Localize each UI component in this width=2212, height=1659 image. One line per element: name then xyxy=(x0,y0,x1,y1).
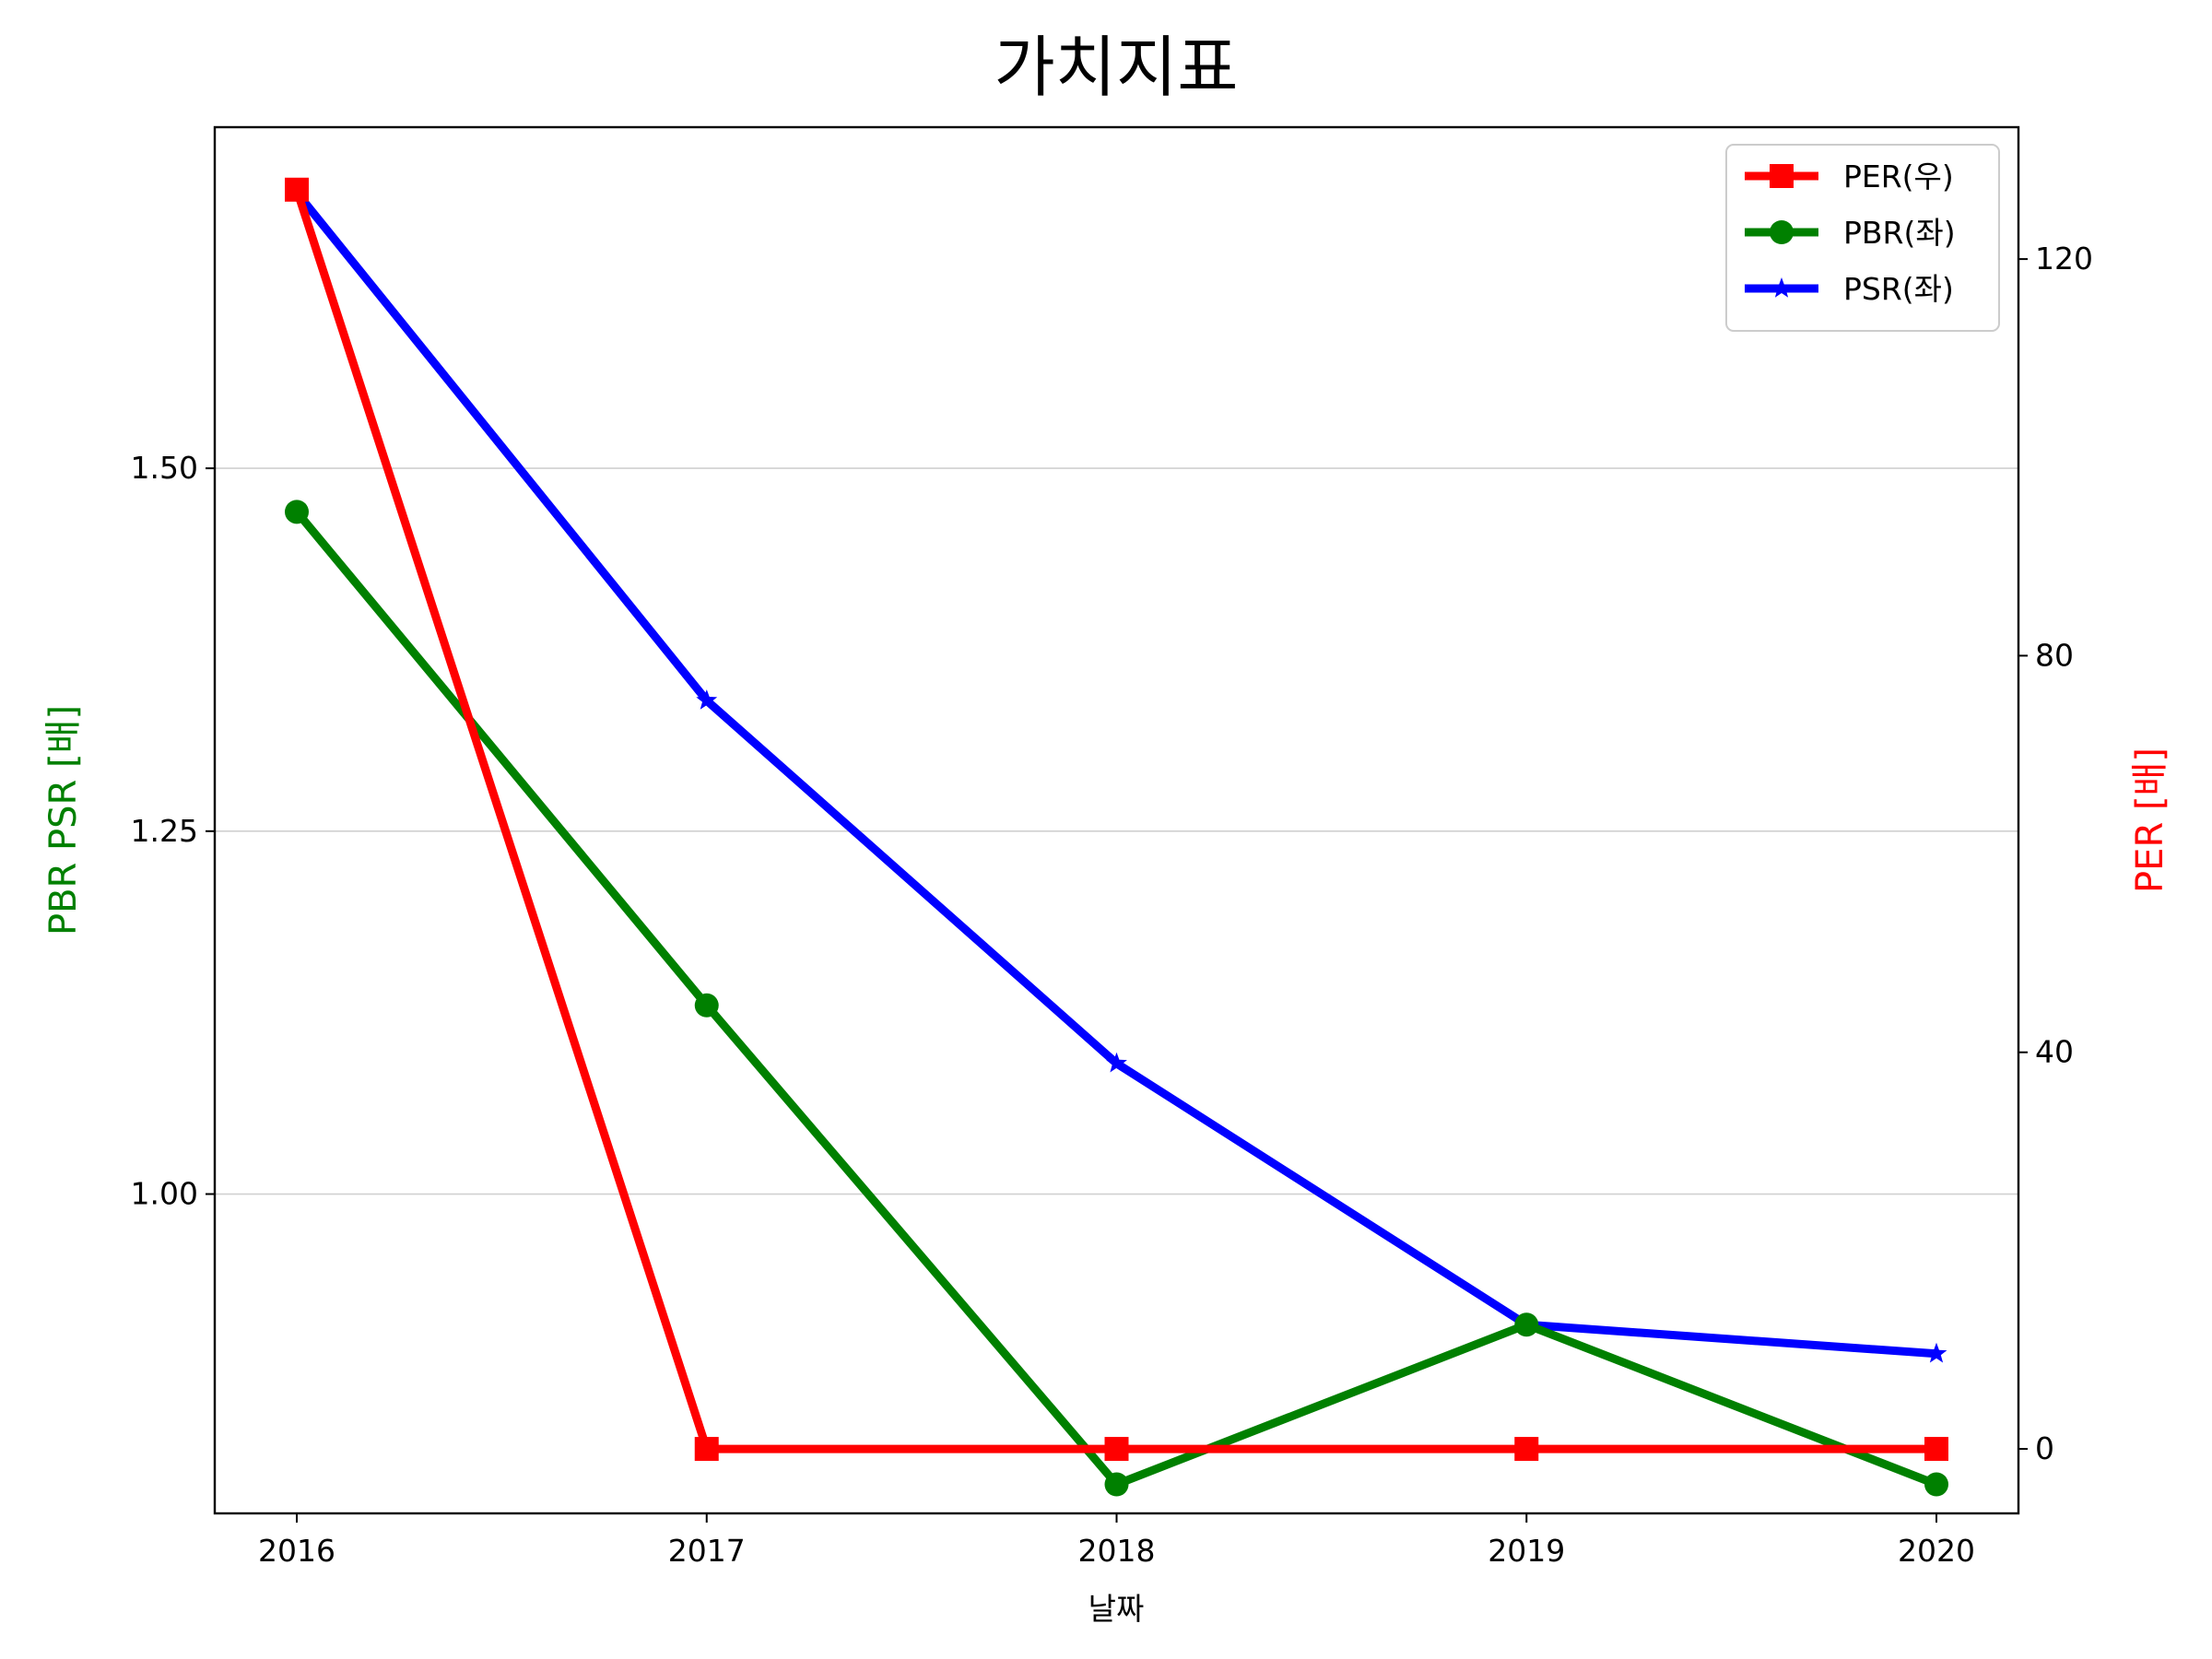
right-tick-label: 120 xyxy=(2035,241,2093,276)
right-axis-title: PER [배] xyxy=(2129,747,2171,893)
per-point xyxy=(1104,1437,1129,1462)
x-tick-label: 2017 xyxy=(668,1533,746,1569)
right-tick-label: 80 xyxy=(2035,637,2074,673)
legend: PER(우) PBR(좌) PSR(좌) xyxy=(1725,144,2000,332)
x-tick-label: 2019 xyxy=(1488,1533,1565,1569)
psr-point xyxy=(696,689,718,710)
left-tick-label: 1.25 xyxy=(131,813,198,849)
series-markers xyxy=(285,177,1948,1497)
left-axis-title: PBR PSR [배] xyxy=(42,705,85,935)
pbr-point xyxy=(1924,1472,1948,1497)
psr-point xyxy=(1106,1052,1127,1073)
pbr-point xyxy=(1514,1312,1539,1337)
per-point xyxy=(1514,1437,1539,1462)
legend-swatch-marker xyxy=(1770,220,1794,244)
legend-label: PER(우) xyxy=(1843,159,1954,194)
legend-swatch-marker xyxy=(1771,277,1793,298)
legend-label: PSR(좌) xyxy=(1843,271,1954,307)
left-tick-label: 1.50 xyxy=(131,450,198,486)
pbr-point xyxy=(1104,1472,1129,1497)
legend-swatch-marker xyxy=(1770,164,1794,188)
x-tick-label: 2016 xyxy=(258,1533,335,1569)
right-tick-label: 0 xyxy=(2035,1430,2054,1466)
per-point xyxy=(1924,1437,1948,1462)
chart-title: 가치지표 xyxy=(994,29,1239,106)
x-tick-label: 2018 xyxy=(1078,1533,1156,1569)
per-point xyxy=(694,1437,719,1462)
right-tick-label: 40 xyxy=(2035,1034,2074,1070)
left-tick-label: 1.00 xyxy=(131,1176,198,1212)
legend-label: PBR(좌) xyxy=(1843,215,1956,251)
pbr-point xyxy=(285,500,309,524)
x-axis-title: 날짜 xyxy=(1088,1591,1145,1627)
per-point xyxy=(285,177,309,202)
axis-ticks: 1.00 1.25 1.50 0 40 80 120 2016 2017 2018 2019 2020 xyxy=(131,241,2093,1569)
x-tick-label: 2020 xyxy=(1898,1533,1975,1569)
psr-point xyxy=(1925,1342,1947,1363)
pbr-point xyxy=(694,993,719,1018)
